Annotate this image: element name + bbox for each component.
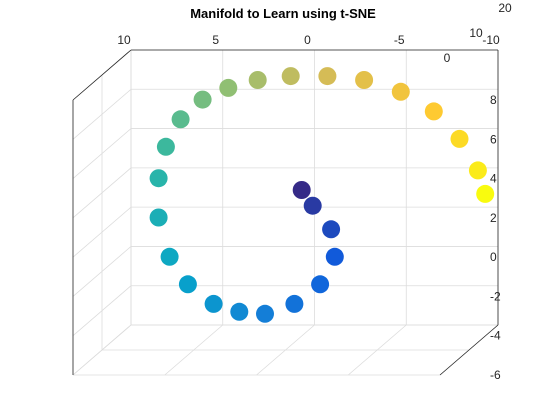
grid-layer [72,49,499,376]
box-edge [439,324,499,376]
scatter-point [171,110,190,129]
z-tick-label: 4 [490,172,497,186]
scatter-point [292,181,311,199]
x-tick-label: -10 [482,33,500,47]
scatter-point [230,302,249,321]
marks-layer [149,67,495,323]
scatter-point [476,184,495,203]
scatter-point [303,196,322,215]
gridline-z-side [72,246,132,297]
z-tick-label: 0 [490,250,497,264]
z-tick-label: -2 [490,289,501,303]
scatter-point [468,161,487,180]
gridline-z-side [72,88,132,140]
x-tick-label: 0 [304,33,311,47]
gridline-z-side [72,167,132,219]
gridline-z-side [72,206,132,258]
scatter-point [322,220,341,239]
scatter-point [318,67,337,86]
scatter-point [281,67,300,86]
scatter-point [248,71,267,89]
scatter-point [193,90,212,109]
z-tick-label: 8 [490,93,497,107]
chart-title: Manifold to Learn using t-SNE [190,6,376,21]
x-tick-label: 10 [117,33,131,47]
gridline-z-side [72,128,132,179]
scatter-point [204,294,223,313]
scatter-point [256,304,274,323]
y-tick-label: 20 [498,1,512,15]
x-tick-label: 5 [212,33,219,47]
y-tick-label: 10 [469,26,483,40]
z-tick-label: 6 [490,132,497,146]
gridline-z-side [72,285,132,337]
z-tick-label: -6 [490,368,501,382]
scatter-point [311,275,330,294]
scatter-point [149,169,168,188]
scatter-point [424,102,443,121]
scatter-point [149,208,168,227]
box-edge [72,49,132,101]
scatter-point [450,129,469,148]
scatter-point [391,82,410,101]
scatter-point [355,71,374,89]
scatter-point [219,78,238,97]
scatter-point [160,247,179,266]
scatter-point [325,247,344,266]
scatter-point [178,275,197,294]
z-tick-label: 2 [490,211,497,225]
z-tick-label: -4 [490,329,501,343]
y-tick-label: 0 [444,51,451,65]
scatter-point [156,137,175,156]
scatter-point [285,294,304,313]
x-tick-label: -5 [394,33,405,47]
